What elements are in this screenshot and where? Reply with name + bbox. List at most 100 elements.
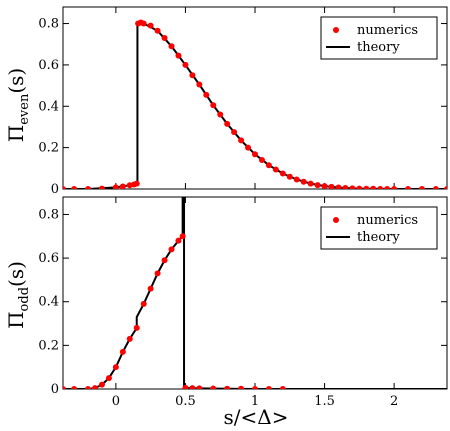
- data-point-numerics: [444, 186, 447, 189]
- data-point-numerics: [356, 185, 363, 189]
- data-point-numerics: [363, 185, 370, 189]
- data-point-numerics: [300, 178, 307, 185]
- data-point-numerics: [224, 120, 231, 127]
- data-point-numerics: [140, 300, 147, 307]
- data-point-numerics: [210, 102, 217, 109]
- data-point-numerics: [175, 52, 182, 59]
- data-point-numerics: [293, 176, 300, 183]
- y-tick-label: 0.2: [38, 141, 59, 156]
- data-point-numerics: [133, 324, 140, 331]
- data-point-numerics: [196, 81, 203, 88]
- legend-box: [320, 206, 438, 250]
- data-point-numerics: [265, 386, 272, 389]
- data-point-numerics: [307, 180, 314, 187]
- y-tick-label: 0.6: [38, 58, 59, 73]
- data-point-numerics: [147, 22, 154, 29]
- data-point-numerics: [252, 151, 258, 158]
- data-point-numerics: [238, 385, 245, 389]
- data-point-numerics: [161, 35, 168, 42]
- legend-label-numerics: numerics: [357, 213, 418, 228]
- data-point-numerics: [179, 233, 186, 240]
- x-axis-label: s/<Δ>: [224, 405, 289, 429]
- data-point-numerics: [140, 20, 147, 27]
- data-point-numerics: [224, 385, 231, 389]
- data-point-numerics: [126, 335, 133, 342]
- data-point-numerics: [405, 186, 412, 189]
- data-point-numerics: [98, 185, 105, 189]
- data-point-numerics: [321, 183, 328, 189]
- data-point-numerics: [377, 186, 384, 189]
- panel-even: Πeven(s) 0 0.2 0.4 0.6 0.8 numerics theory: [4, 6, 448, 197]
- panel-odd: Πodd(s) s/<Δ> 0 0.5 1 1.5 2 0 0.2 0.4 0.6 0.8 nume…: [4, 196, 448, 429]
- data-point-numerics: [92, 385, 98, 389]
- legend: numerics theory: [320, 206, 438, 250]
- data-point-numerics: [161, 257, 168, 264]
- data-point-numerics: [119, 348, 126, 355]
- data-point-numerics: [196, 385, 203, 389]
- data-point-numerics: [418, 186, 425, 189]
- x-tick-label: 0: [112, 394, 120, 409]
- data-point-numerics: [112, 364, 119, 371]
- data-point-numerics: [98, 381, 105, 388]
- data-point-numerics: [238, 137, 245, 144]
- data-point-numerics: [432, 186, 439, 189]
- data-point-numerics: [85, 386, 92, 389]
- x-tick-label: 0.5: [175, 394, 196, 409]
- data-point-numerics: [245, 144, 252, 151]
- data-point-numerics: [342, 184, 349, 189]
- data-point-numerics: [71, 386, 78, 389]
- data-point-numerics: [189, 385, 196, 389]
- data-point-numerics: [279, 170, 286, 177]
- data-point-numerics: [112, 184, 119, 189]
- data-point-numerics: [286, 173, 293, 180]
- data-point-numerics: [189, 72, 196, 79]
- data-point-numerics: [105, 375, 112, 382]
- data-point-numerics: [154, 270, 161, 277]
- data-point-numerics: [168, 246, 175, 253]
- data-point-numerics: [328, 183, 335, 189]
- x-tick-label: 1.5: [314, 394, 335, 409]
- x-tick-label: 1: [251, 394, 259, 409]
- data-point-numerics: [335, 184, 342, 189]
- data-point-numerics: [85, 186, 92, 189]
- y-axis-label-odd: Πodd(s): [4, 261, 32, 329]
- data-point-numerics: [384, 186, 391, 189]
- y-tick-label: 0.4: [38, 99, 59, 114]
- data-point-numerics: [147, 285, 154, 292]
- x-tick-label: 2: [390, 394, 398, 409]
- data-point-numerics: [63, 186, 66, 189]
- data-point-numerics: [133, 180, 140, 187]
- y-axis-label-even: Πeven(s): [4, 68, 32, 142]
- legend: numerics theory: [320, 16, 438, 60]
- y-tick-label: 0.6: [38, 251, 59, 266]
- legend-marker-numerics: [333, 217, 339, 223]
- legend-label-theory: theory: [357, 230, 400, 245]
- data-point-numerics: [370, 185, 377, 189]
- data-point-numerics: [265, 162, 272, 169]
- y-tick-label: 0: [51, 182, 59, 197]
- data-point-numerics: [217, 111, 224, 118]
- y-tick-label: 0.8: [38, 207, 59, 222]
- data-point-numerics: [119, 183, 126, 189]
- data-point-numerics: [349, 185, 356, 189]
- data-point-numerics: [168, 43, 175, 50]
- legend-box: [320, 16, 438, 60]
- data-point-numerics: [258, 157, 265, 164]
- data-point-numerics: [71, 186, 78, 189]
- data-point-numerics: [182, 384, 189, 389]
- y-tick-label: 0.8: [38, 17, 59, 32]
- data-point-numerics: [252, 386, 258, 389]
- y-tick-label: 0.2: [38, 338, 59, 353]
- legend-label-numerics: numerics: [357, 23, 418, 38]
- data-point-numerics: [314, 182, 321, 189]
- legend-marker-numerics: [333, 27, 339, 33]
- legend-label-theory: theory: [357, 40, 400, 55]
- y-tick-label: 0: [51, 382, 59, 397]
- data-point-numerics: [231, 129, 238, 136]
- data-point-numerics: [63, 386, 66, 389]
- data-point-numerics: [272, 166, 279, 173]
- data-point-numerics: [182, 61, 189, 68]
- data-point-numerics: [279, 386, 286, 389]
- data-point-numerics: [391, 186, 398, 189]
